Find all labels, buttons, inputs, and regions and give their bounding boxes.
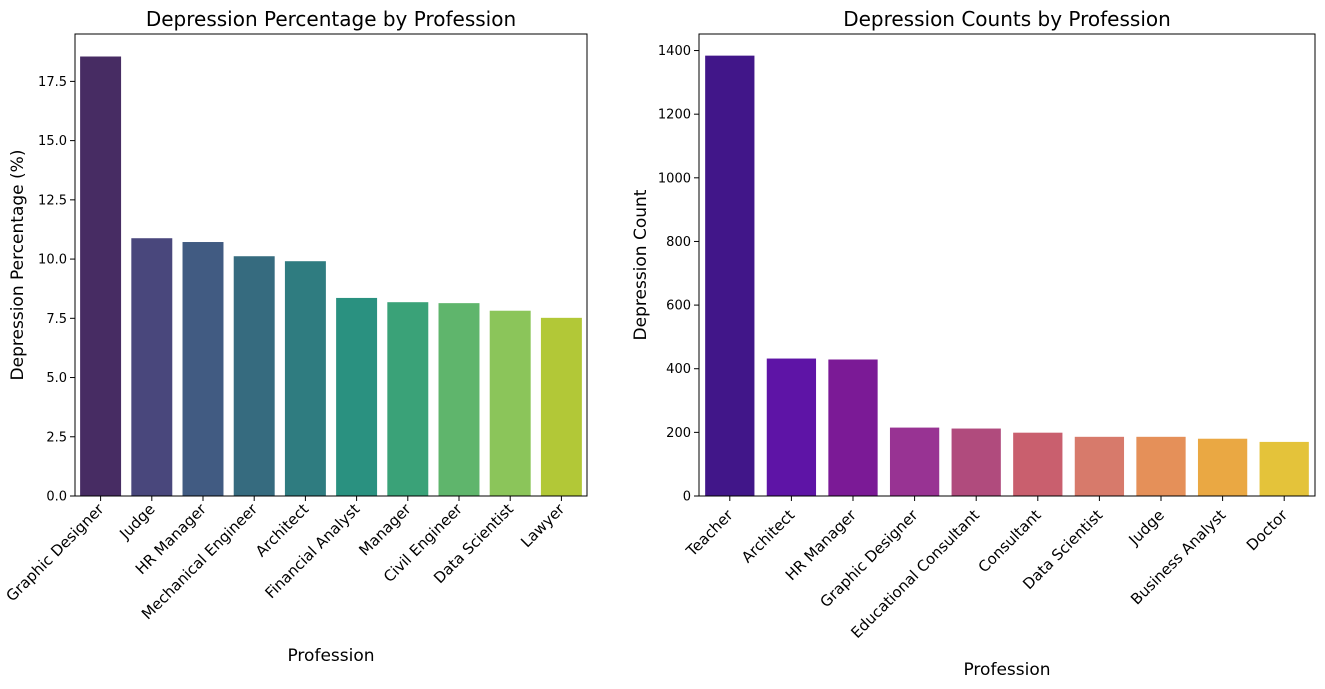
y-axis-label: Depression Percentage (%) [8,150,28,381]
bar [1259,441,1309,496]
x-tick-label: Graphic Designer [3,500,109,606]
y-tick-label: 0.0 [46,490,67,505]
bar [131,238,173,496]
chart-title: Depression Counts by Profession [843,7,1171,31]
y-tick-label: 1400 [658,44,691,59]
bar [889,427,940,496]
x-tick-label: Judge [115,500,158,543]
bar [540,317,582,496]
y-tick-label: 5.0 [46,371,67,386]
bar [233,256,275,496]
bar [1013,432,1063,496]
x-tick-label: Judge [1125,506,1168,549]
bar [489,310,531,496]
x-tick-label: Financial Analyst [261,500,363,602]
y-tick-label: 1000 [658,171,691,186]
y-tick-label: 2.5 [46,430,67,445]
x-tick-label: Lawyer [517,500,569,552]
x-tick-label: Teacher [682,506,737,561]
y-tick-label: 800 [666,235,691,250]
bar [1074,436,1125,496]
y-tick-label: 0 [683,490,691,505]
x-axis-label: Profession [963,660,1050,680]
percentage-chart: Depression Percentage by Profession 0.0 2… [3,7,588,666]
x-tick-label: Doctor [1243,506,1292,555]
bar [438,303,480,496]
y-tick-label: 600 [666,299,691,314]
y-tick-label: 400 [666,362,691,377]
x-axis-label: Profession [287,646,374,666]
y-tick-label: 7.5 [46,312,67,327]
bar [182,242,224,496]
bar [705,55,755,497]
bar [387,302,429,496]
plot-frame [74,33,588,497]
bar [336,297,378,496]
bar [1197,438,1248,496]
plot-frame [698,33,1316,497]
bar [284,261,326,496]
bar [80,56,122,496]
y-tick-label: 10.0 [38,253,67,268]
chart-title: Depression Percentage by Profession [146,7,516,31]
count-chart: Depression Counts by Profession 0 200 400 6… [631,7,1316,680]
y-axis-ticks: 0.0 2.5 5.0 7.5 10.0 12.5 15.0 17.5 [38,75,75,505]
bars [705,55,1309,497]
bars [80,56,582,496]
x-tick-label: Educational Consultant [847,506,983,642]
bar [766,358,817,496]
y-tick-label: 17.5 [38,75,67,90]
x-tick-label: Architect [738,506,798,566]
y-tick-label: 15.0 [38,134,67,149]
y-tick-label: 1200 [658,108,691,123]
bar [951,428,1001,496]
y-axis-ticks: 0 200 400 600 800 1000 1200 1400 [658,44,699,505]
bar [828,359,878,496]
y-axis-label: Depression Count [631,189,651,340]
y-tick-label: 12.5 [38,193,67,208]
y-tick-label: 200 [666,426,691,441]
bar [1136,436,1186,496]
